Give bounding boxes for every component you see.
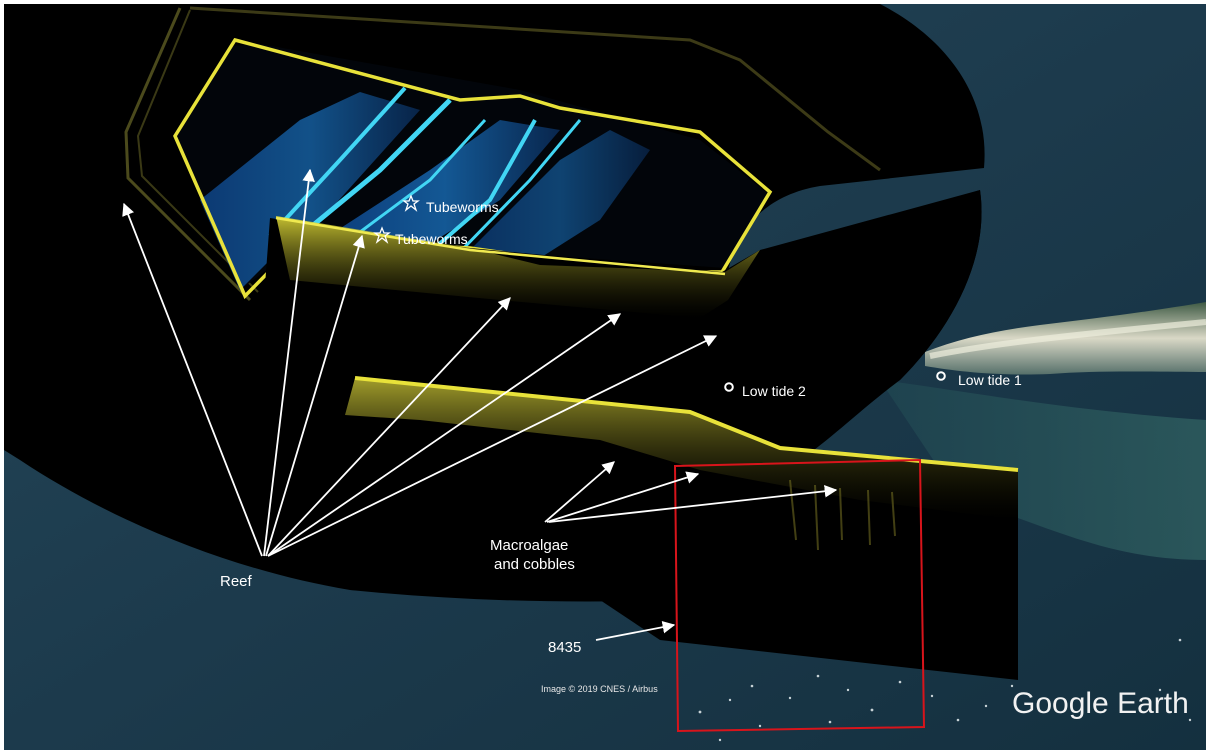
sonar-lower-swath-bg	[350, 376, 1018, 680]
brand-name: Google	[1012, 687, 1109, 720]
sonar-middle-edge	[275, 216, 726, 276]
sonar-lower-edge	[354, 376, 1019, 472]
shoreline-foam	[929, 319, 1207, 359]
reef-label: Reef	[220, 573, 253, 590]
google-earth-logo: Google Earth	[1012, 687, 1189, 720]
macroalgae-label-line2: and cobbles	[494, 556, 575, 573]
shallow-water	[880, 380, 1206, 560]
tubeworms-label-1: Tubeworms	[426, 199, 499, 215]
sonar-outer-ring-3	[189, 6, 881, 172]
low-tide-1-label: Low tide 1	[958, 372, 1022, 388]
imagery-credit: Image © 2019 CNES / Airbus	[541, 684, 658, 694]
macroalgae-label-line1: Macroalgae	[490, 537, 568, 554]
low-tide-2-label: Low tide 2	[742, 383, 806, 399]
brand-product: Earth	[1117, 687, 1189, 720]
sonar-outer-ring-1	[124, 7, 252, 302]
sea-sparkles	[698, 638, 1192, 742]
tubeworms-label-2: Tubeworms	[395, 231, 468, 247]
sonar-blue-patch-3	[470, 130, 650, 258]
sonar-lower-swath	[345, 378, 1018, 520]
sonar-lower-streaks	[789, 479, 896, 551]
survey-line-label: 8435	[548, 639, 581, 656]
star-icon	[402, 194, 420, 212]
sonar-middle-swath	[276, 216, 760, 318]
reef-arrows	[122, 168, 718, 557]
sonar-outer-ring-2	[136, 9, 259, 293]
sonar-cyan-streaks	[268, 86, 582, 256]
svg-text:Google Earth: Google Earth	[1012, 687, 1189, 720]
circle-icon	[724, 382, 734, 392]
survey-line-arrow	[595, 620, 676, 641]
sonar-blue-patch-2	[330, 120, 560, 250]
circle-icon	[936, 371, 946, 381]
star-icon	[373, 226, 391, 244]
highlight-box	[673, 458, 926, 733]
macroalgae-arrows	[544, 461, 838, 523]
